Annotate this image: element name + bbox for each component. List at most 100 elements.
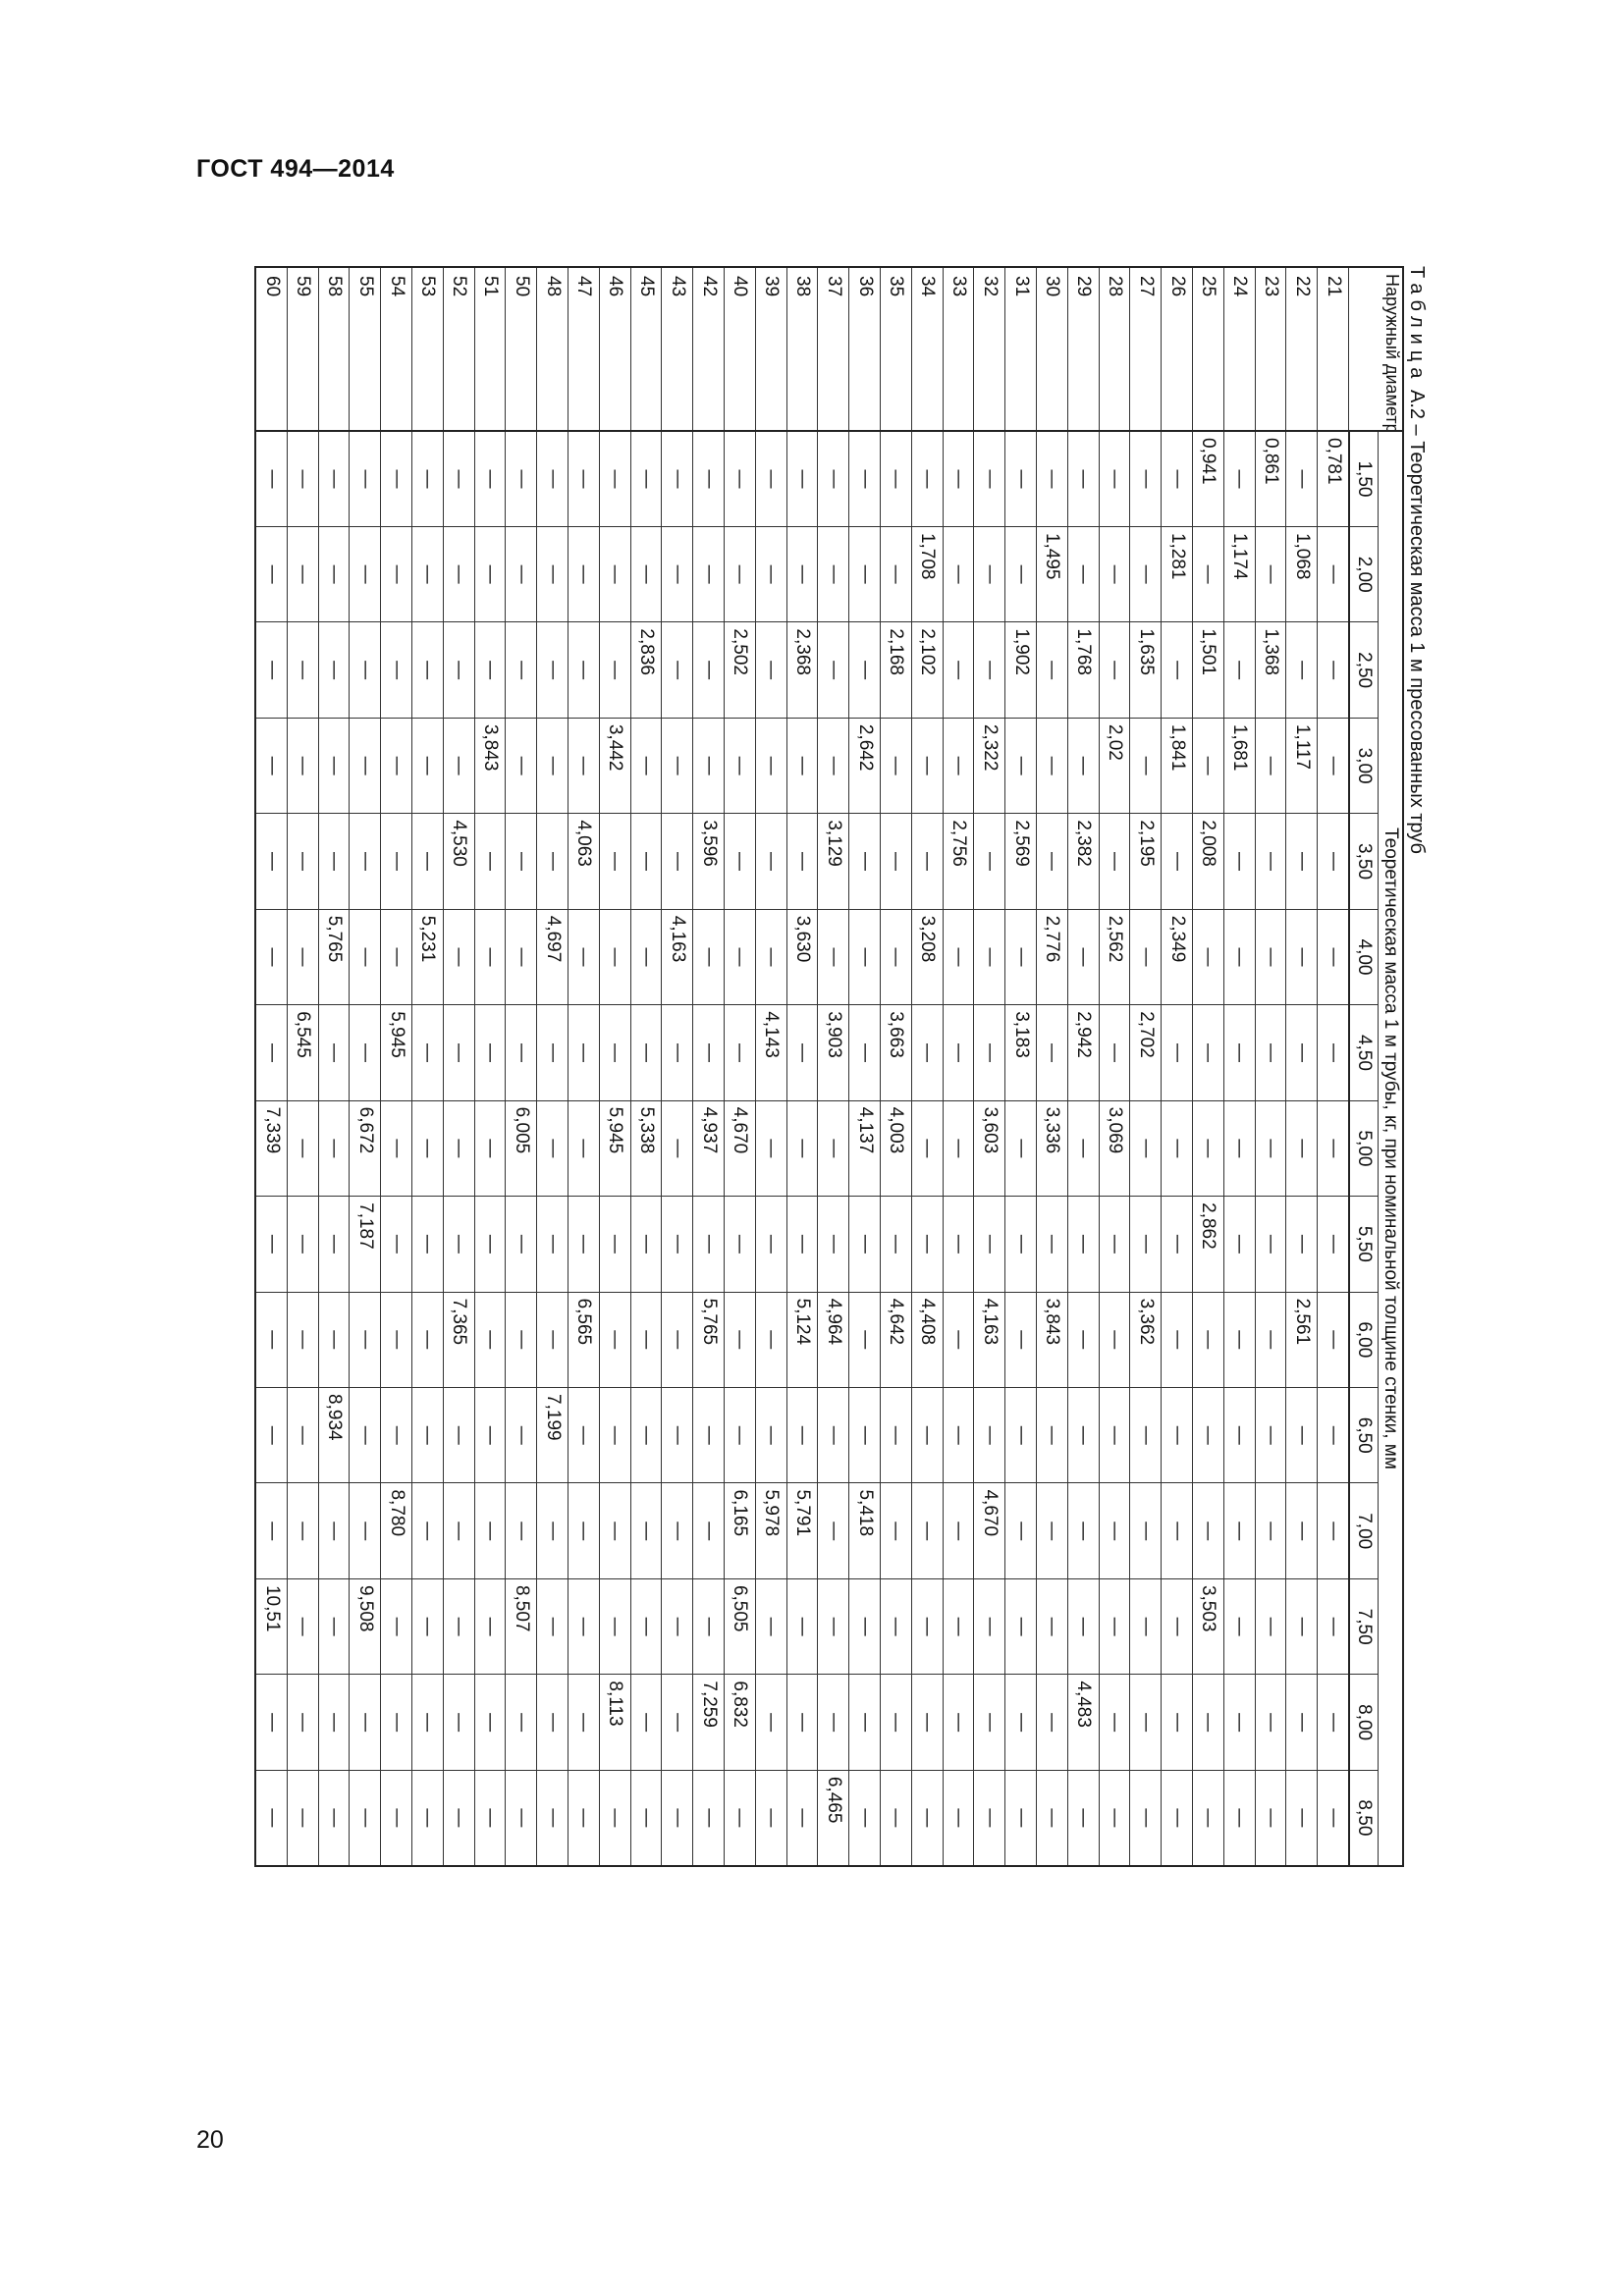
mass-cell: 6,505	[724, 1578, 756, 1675]
mass-cell: 0,781	[1317, 431, 1349, 527]
empty-mass-cell: —	[1129, 1196, 1162, 1293]
empty-mass-cell: —	[443, 1770, 475, 1866]
empty-mass-cell: —	[943, 1387, 974, 1483]
empty-mass-cell: —	[973, 1004, 1005, 1101]
empty-mass-cell: —	[1255, 1100, 1286, 1197]
empty-mass-cell: —	[692, 1770, 725, 1866]
table-row: 46— — —3,442— — —5,945— — — — —8,113—	[599, 267, 631, 1866]
thickness-header: 7,50	[1349, 1578, 1379, 1675]
empty-mass-cell: —	[505, 813, 537, 910]
empty-mass-cell: —	[1285, 813, 1318, 910]
mass-cell: 6,565	[568, 1292, 600, 1388]
mass-cell: 2,702	[1129, 1004, 1162, 1101]
diameter-cell: 45	[630, 267, 662, 431]
empty-mass-cell: —	[817, 1578, 849, 1675]
empty-mass-cell: —	[350, 526, 381, 622]
empty-mass-cell: —	[1192, 718, 1224, 814]
diameter-cell: 34	[911, 267, 944, 431]
mass-cell: 0,861	[1255, 431, 1286, 527]
empty-mass-cell: —	[880, 1482, 912, 1579]
empty-mass-cell: —	[1317, 909, 1349, 1005]
diameter-cell: 23	[1255, 267, 1286, 431]
empty-mass-cell: —	[1036, 718, 1068, 814]
empty-mass-cell: —	[1192, 1387, 1224, 1483]
diameter-cell: 43	[661, 267, 693, 431]
table-row: 39— — — — — —4,143— — — —5,978— — —	[755, 267, 787, 1866]
empty-mass-cell: —	[1004, 1482, 1037, 1579]
empty-mass-cell: —	[630, 1770, 662, 1866]
empty-mass-cell: —	[943, 718, 974, 814]
empty-mass-cell: —	[848, 1578, 881, 1675]
empty-mass-cell: —	[411, 1004, 444, 1101]
empty-mass-cell: —	[1223, 621, 1256, 719]
empty-mass-cell: —	[1285, 1004, 1318, 1101]
empty-mass-cell: —	[692, 526, 725, 622]
empty-mass-cell: —	[1004, 1196, 1037, 1293]
empty-mass-cell: —	[255, 1770, 288, 1866]
empty-mass-cell: —	[661, 1674, 693, 1771]
mass-cell: 1,635	[1129, 621, 1162, 719]
mass-cell: 2,02	[1099, 718, 1130, 814]
mass-cell: 4,483	[1067, 1674, 1100, 1771]
empty-mass-cell: —	[1067, 1100, 1100, 1197]
empty-mass-cell: —	[568, 1004, 600, 1101]
empty-mass-cell: —	[786, 1674, 818, 1771]
empty-mass-cell: —	[411, 431, 444, 527]
table-row: 25 0,941—1,501—2,008— — —2,862— — —3,503— —	[1192, 267, 1224, 1866]
empty-mass-cell: —	[1285, 1578, 1318, 1675]
empty-mass-cell: —	[755, 813, 787, 910]
empty-mass-cell: —	[943, 1674, 974, 1771]
empty-mass-cell: —	[443, 1578, 475, 1675]
mass-cell: 1,768	[1067, 621, 1100, 719]
empty-mass-cell: —	[1067, 1482, 1100, 1579]
empty-mass-cell: —	[1067, 431, 1100, 527]
empty-mass-cell: —	[287, 1387, 319, 1483]
mass-cell: 2,562	[1099, 909, 1130, 1005]
empty-mass-cell: —	[1285, 621, 1318, 719]
mass-cell: 5,338	[630, 1100, 662, 1197]
empty-mass-cell: —	[1129, 1387, 1162, 1483]
empty-mass-cell: —	[755, 431, 787, 527]
thickness-header: 5,00	[1349, 1100, 1379, 1197]
empty-mass-cell: —	[661, 1770, 693, 1866]
empty-mass-cell: —	[505, 1674, 537, 1771]
empty-mass-cell: —	[1161, 1770, 1193, 1866]
empty-mass-cell: —	[1255, 1482, 1286, 1579]
table-row: 37— — — —3,129—3,903— —4,964— — — —6,465	[817, 267, 849, 1866]
table-row: 23 0,861—1,368— — — — — — — — — — — —	[1255, 267, 1286, 1866]
empty-mass-cell: —	[630, 526, 662, 622]
empty-mass-cell: —	[255, 1674, 288, 1771]
empty-mass-cell: —	[943, 1196, 974, 1293]
diameter-cell: 40	[724, 267, 756, 431]
mass-cell: 3,503	[1192, 1578, 1224, 1675]
empty-mass-cell: —	[536, 1292, 568, 1388]
empty-mass-cell: —	[505, 621, 537, 719]
mass-cell: 1,368	[1255, 621, 1286, 719]
empty-mass-cell: —	[411, 526, 444, 622]
empty-mass-cell: —	[661, 621, 693, 719]
mass-cell: 2,502	[724, 621, 756, 719]
empty-mass-cell: —	[1129, 718, 1162, 814]
empty-mass-cell: —	[1129, 431, 1162, 527]
empty-mass-cell: —	[1067, 1578, 1100, 1675]
empty-mass-cell: —	[1255, 1770, 1286, 1866]
mass-cell: 7,259	[692, 1674, 725, 1771]
diameter-cell: 60	[255, 267, 288, 431]
empty-mass-cell: —	[599, 1770, 631, 1866]
empty-mass-cell: —	[411, 813, 444, 910]
mass-cell: 3,663	[880, 1004, 912, 1101]
empty-mass-cell: —	[318, 1578, 350, 1675]
table-row: 60— — — — — — —7,339— — — —10,51— —	[255, 267, 288, 1866]
table-row: 42— — — —3,596— —4,937—5,765— — —7,259—	[692, 267, 725, 1866]
empty-mass-cell: —	[786, 1196, 818, 1293]
empty-mass-cell: —	[661, 1482, 693, 1579]
empty-mass-cell: —	[411, 718, 444, 814]
mass-cell: 6,005	[505, 1100, 537, 1197]
empty-mass-cell: —	[411, 1196, 444, 1293]
empty-mass-cell: —	[599, 1387, 631, 1483]
empty-mass-cell: —	[1036, 1578, 1068, 1675]
empty-mass-cell: —	[318, 1100, 350, 1197]
empty-mass-cell: —	[1192, 1100, 1224, 1197]
empty-mass-cell: —	[255, 1292, 288, 1388]
empty-mass-cell: —	[474, 1770, 506, 1866]
